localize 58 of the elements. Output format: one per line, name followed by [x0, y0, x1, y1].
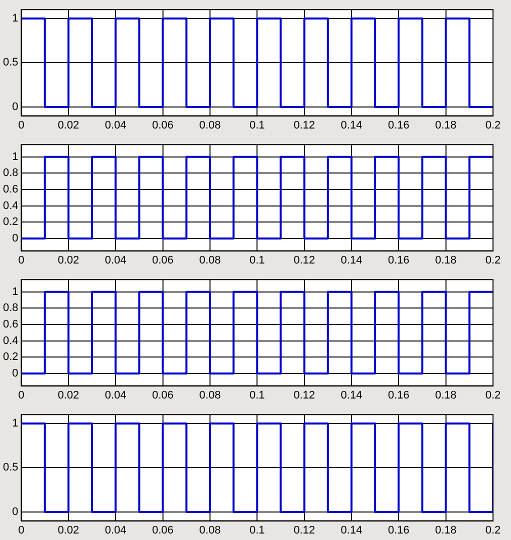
x-tick-label: 0.02 — [58, 389, 80, 402]
y-tick-label: 0.5 — [2, 462, 18, 474]
x-tick-label: 0.04 — [104, 389, 126, 402]
x-tick-label: 0.02 — [58, 524, 80, 536]
y-tick-label: 0.4 — [2, 200, 18, 212]
y-tick-label: 0.6 — [2, 318, 18, 331]
x-tick-label: 0.1 — [249, 119, 265, 132]
x-tick-label: 0.14 — [340, 389, 362, 402]
y-tick-label: 0.8 — [2, 302, 18, 314]
x-tick-label: 0.02 — [58, 119, 80, 132]
x-tick-label: 0.18 — [435, 119, 457, 132]
x-tick-label: 0.08 — [199, 389, 221, 402]
x-tick-label: 0.1 — [249, 389, 265, 402]
y-tick-label: 0.4 — [2, 334, 18, 347]
y-tick-label: 0.2 — [2, 351, 18, 364]
y-tick-label: 0 — [12, 368, 18, 380]
x-tick-label: 0.06 — [152, 254, 174, 266]
y-tick-label: 0 — [12, 506, 18, 518]
x-tick-label: 0.2 — [485, 524, 501, 536]
y-tick-label: 0 — [12, 100, 18, 113]
x-tick-label: 0.16 — [388, 389, 410, 402]
y-tick-label: 1 — [12, 12, 18, 24]
x-tick-label: 0.2 — [485, 254, 501, 266]
x-tick-label: 0.06 — [152, 119, 174, 132]
x-tick-label: 0.2 — [485, 119, 501, 132]
x-tick-label: 0.12 — [294, 524, 316, 536]
y-tick-label: 1 — [12, 150, 18, 163]
x-tick-label: 0.04 — [104, 254, 126, 266]
x-tick-label: 0.18 — [435, 524, 457, 536]
x-tick-label: 0.06 — [152, 389, 174, 402]
y-tick-label: 0.8 — [2, 167, 18, 180]
x-tick-label: 0.12 — [294, 389, 316, 402]
x-tick-label: 0.02 — [58, 254, 80, 266]
y-tick-label: 1 — [12, 286, 18, 298]
x-tick-label: 0.1 — [249, 524, 265, 536]
x-tick-label: 0.16 — [388, 524, 410, 536]
x-tick-label: 0.14 — [340, 524, 362, 536]
x-tick-label: 0.12 — [294, 119, 316, 132]
x-tick-label: 0.2 — [485, 389, 501, 402]
x-tick-label: 0.1 — [249, 254, 265, 266]
x-tick-label: 0.04 — [104, 119, 126, 132]
y-tick-label: 0.6 — [2, 184, 18, 196]
x-tick-label: 0.18 — [435, 254, 457, 266]
x-tick-label: 0.08 — [199, 254, 221, 266]
y-tick-label: 0 — [12, 232, 18, 245]
x-tick-label: 0.14 — [340, 254, 362, 266]
x-tick-label: 0.04 — [104, 524, 126, 536]
x-tick-label: 0.18 — [435, 389, 457, 402]
x-tick-label: 0.06 — [152, 524, 174, 536]
x-tick-label: 0.14 — [340, 119, 362, 132]
x-tick-label: 0.12 — [294, 254, 316, 266]
y-tick-label: 0.5 — [2, 56, 18, 69]
x-tick-label: 0.08 — [199, 524, 221, 536]
x-tick-label: 0.08 — [199, 119, 221, 132]
y-tick-label: 1 — [12, 417, 18, 430]
x-tick-label: 0.16 — [388, 119, 410, 132]
x-tick-label: 0.16 — [388, 254, 410, 266]
y-tick-label: 0.2 — [2, 216, 18, 228]
